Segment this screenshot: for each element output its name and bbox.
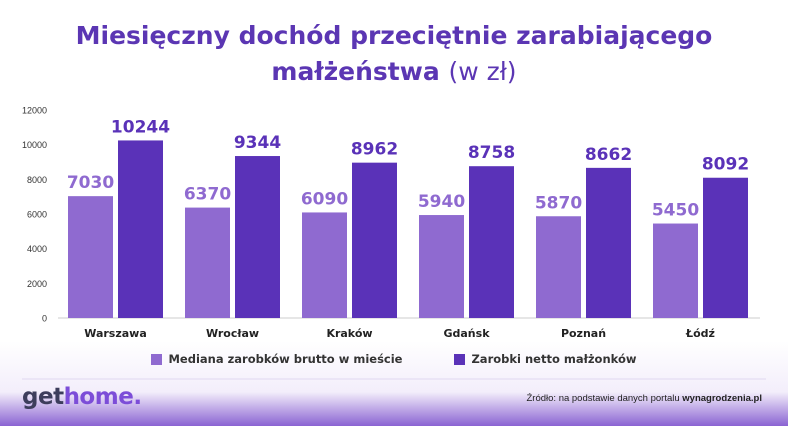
bar-netto [118,140,163,318]
y-tick-label: 10000 [22,140,47,150]
data-label-netto: 8092 [702,155,749,175]
data-label-median: 5870 [535,193,582,213]
legend-label-median: Mediana zarobków brutto w mieście [168,352,403,366]
data-label-median: 5940 [418,192,465,212]
bar-median [185,207,230,318]
legend-item-netto: Zarobki netto małżonków [454,352,637,366]
logo-get: get [22,384,64,410]
data-label-netto: 8758 [468,143,515,163]
y-tick-label: 4000 [27,244,47,254]
source-note: Źródło: na podstawie danych portalu wyna… [526,393,762,404]
y-tick-label: 12000 [22,106,47,116]
bar-median [536,216,581,318]
chart-title-unit: (w zł) [448,57,517,86]
legend: Mediana zarobków brutto w mieście Zarobk… [0,352,788,366]
x-tick-label: Warszawa [84,327,147,340]
bar-netto [586,167,631,318]
bar-netto [352,162,397,318]
x-tick-label: Gdańsk [443,327,490,340]
chart-title-line2: małżeństwa (w zł) [0,54,788,90]
y-tick-label: 6000 [27,210,47,220]
x-tick-label: Wrocław [206,327,259,340]
x-tick-label: Poznań [561,327,606,340]
logo-home: home [63,384,134,410]
data-label-median: 6090 [301,189,348,209]
logo-dot: . [133,384,142,410]
legend-swatch-median [151,353,163,365]
chart-title: Miesięczny dochód przeciętnie zarabiając… [0,18,788,90]
bar-netto [703,177,748,318]
bar-netto [235,156,280,318]
chart-title-bold: małżeństwa [271,57,440,86]
legend-label-netto: Zarobki netto małżonków [471,352,637,366]
data-label-netto: 8962 [351,140,398,160]
data-label-netto: 9344 [234,133,281,153]
bar-netto [469,166,514,318]
data-label-netto: 10244 [111,117,170,137]
source-prefix: Źródło: na podstawie danych portalu [526,393,680,404]
chart-title-line1: Miesięczny dochód przeciętnie zarabiając… [75,21,713,50]
legend-swatch-netto [454,353,466,365]
bar-median [653,223,698,318]
bar-median [68,196,113,318]
y-tick-label: 2000 [27,279,47,289]
bar-median [419,215,464,318]
y-tick-label: 8000 [27,175,47,185]
legend-item-median: Mediana zarobków brutto w mieście [151,352,402,366]
bar-median [302,212,347,318]
data-label-median: 6370 [184,185,231,205]
gethome-logo: gethome. [22,384,142,410]
source-site: wynagrodzenia.pl [682,393,762,404]
data-label-netto: 8662 [585,145,632,165]
x-tick-label: Łódź [685,327,715,340]
data-label-median: 5450 [652,201,699,221]
x-tick-label: Kraków [326,327,372,340]
y-tick-label: 0 [42,314,47,324]
data-label-median: 7030 [67,173,114,193]
